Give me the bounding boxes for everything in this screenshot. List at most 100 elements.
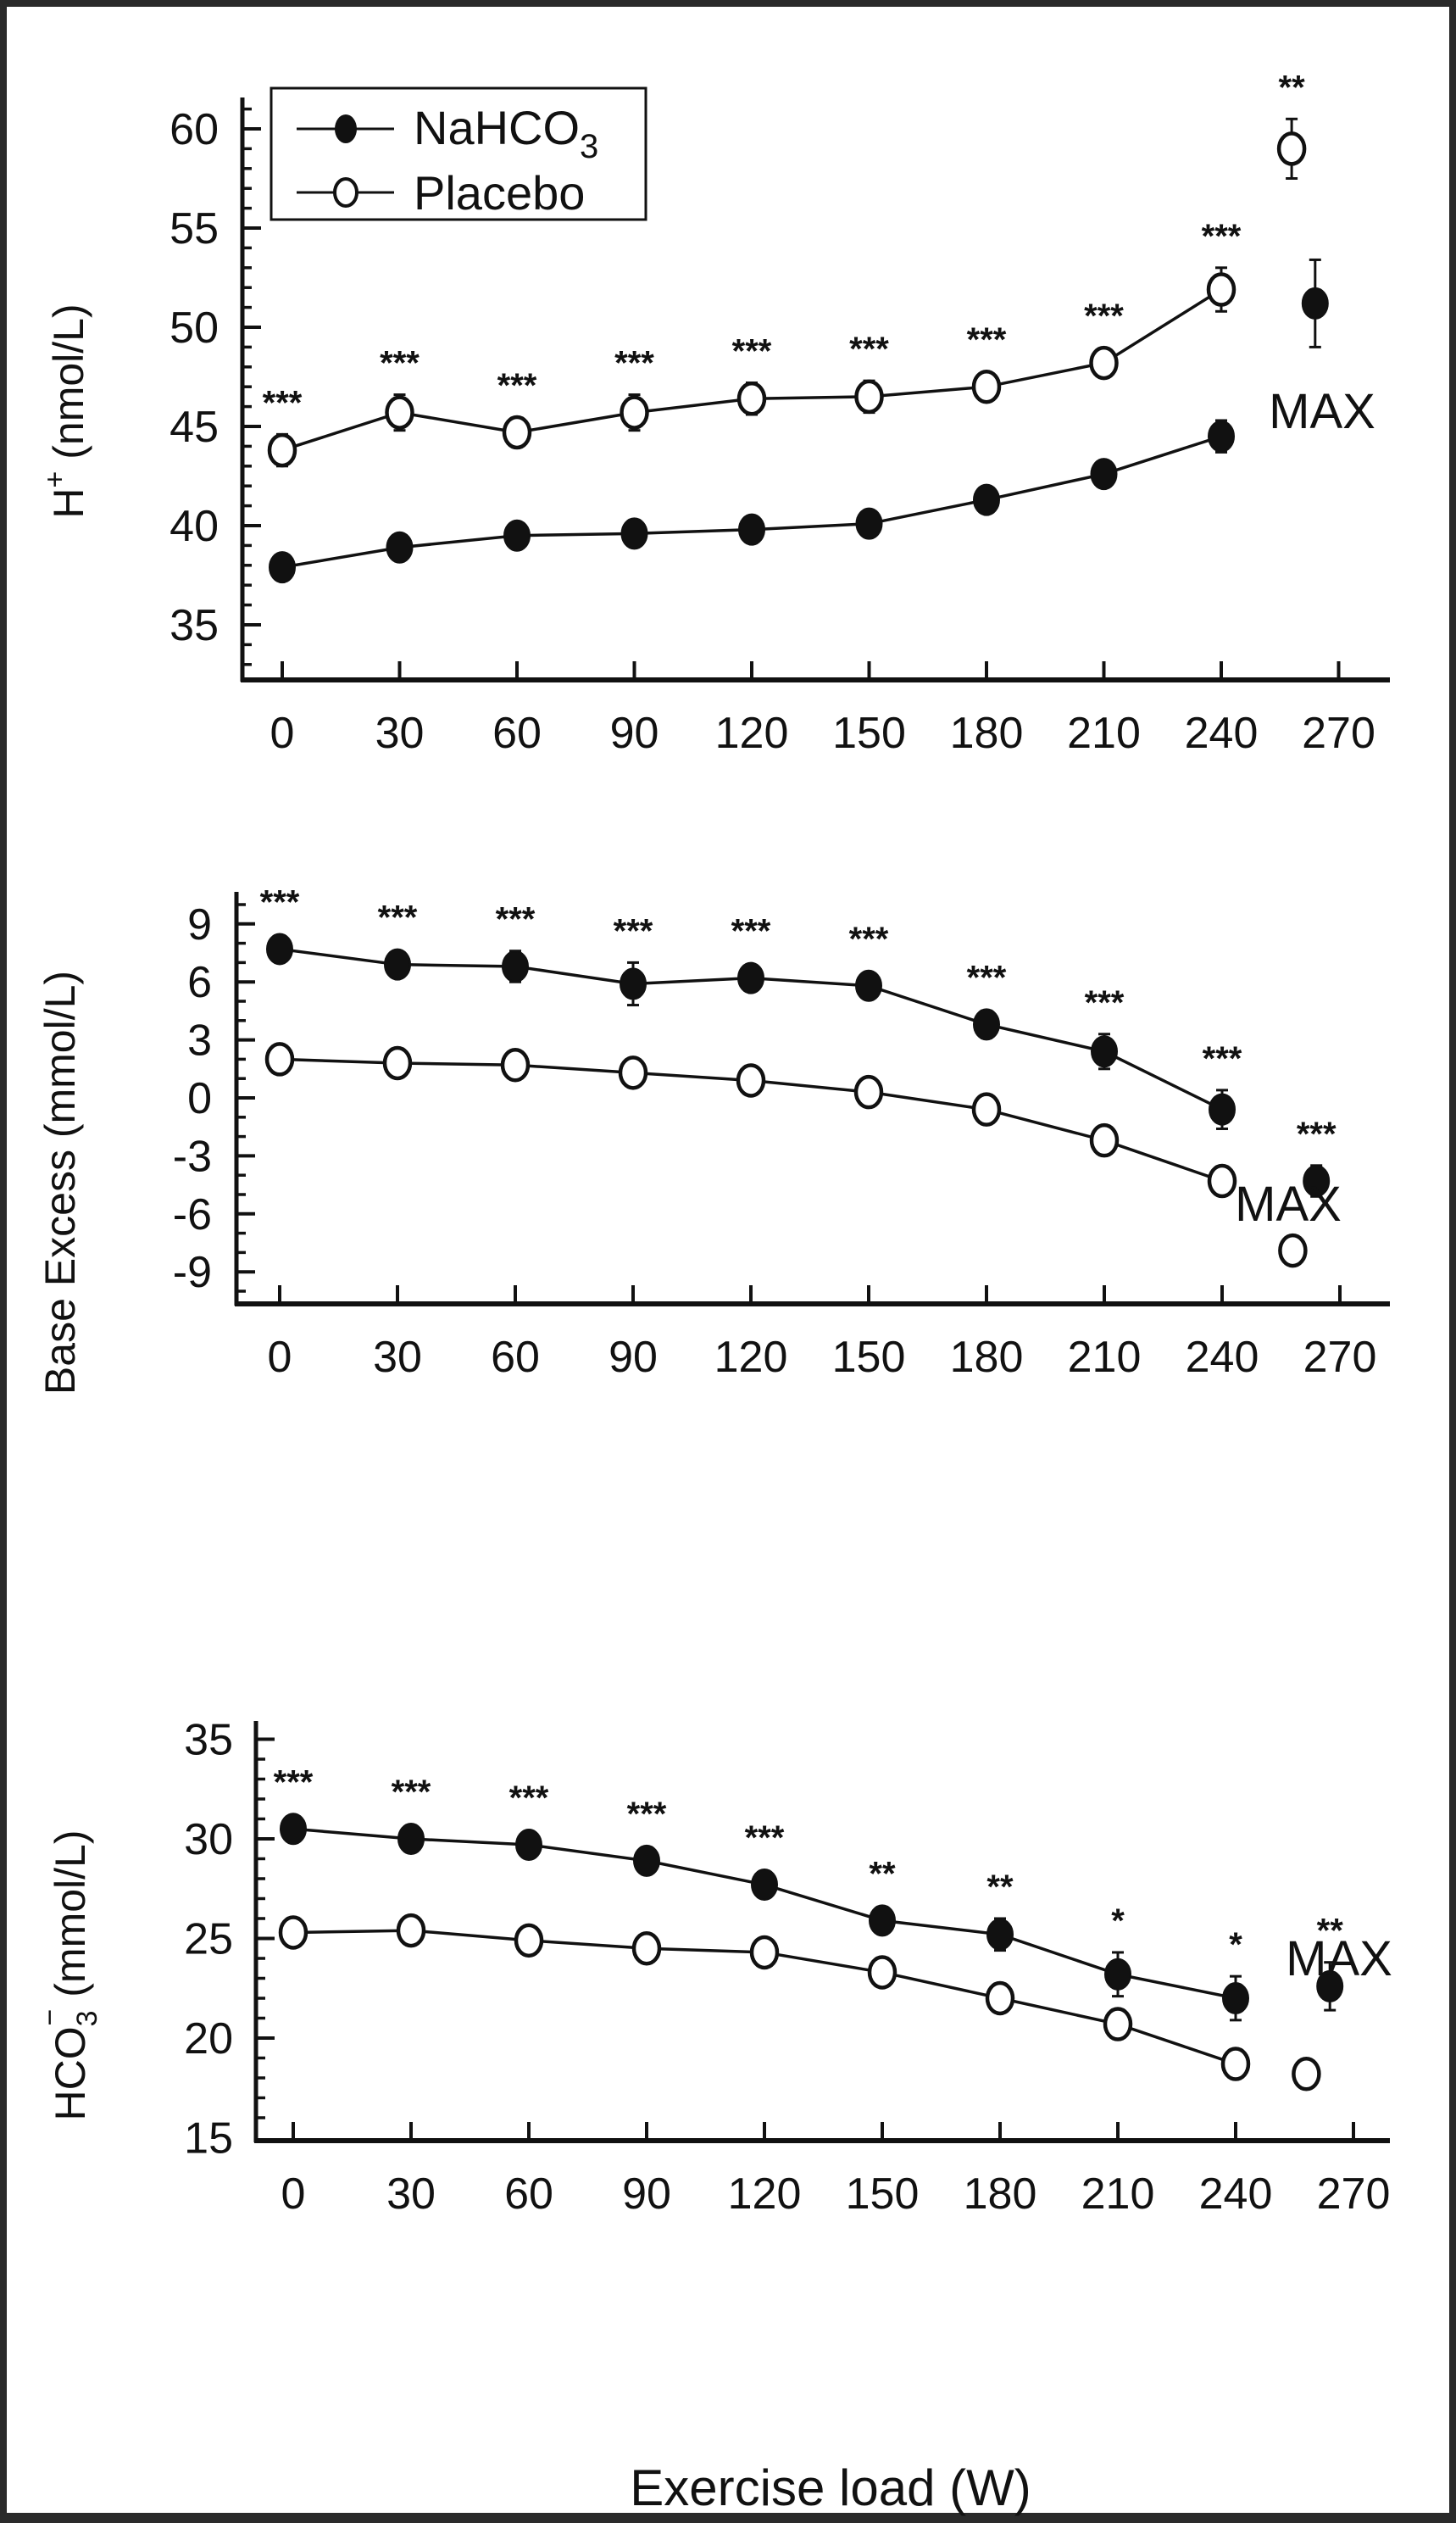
data-point-nahco3 <box>1222 1982 1249 2014</box>
data-point-placebo <box>749 1935 780 1970</box>
significance-label: *** <box>497 367 537 404</box>
significance-label: *** <box>496 901 536 938</box>
significance-label: *** <box>849 331 889 368</box>
x-tick-label: 90 <box>622 2169 671 2219</box>
legend-label-placebo: Placebo <box>414 166 585 220</box>
significance-label: *** <box>614 912 653 950</box>
data-point-placebo <box>500 1047 531 1083</box>
significance-label: ** <box>869 1855 896 1892</box>
data-point-placebo <box>1207 1163 1237 1199</box>
significance-label: *** <box>745 1819 785 1857</box>
significance-label: * <box>1229 1926 1242 1963</box>
x-tick-label: 270 <box>1303 1333 1377 1382</box>
max-annotation: MAX <box>1286 1931 1392 1986</box>
data-point-nahco3 <box>973 1008 1000 1041</box>
y-tick-label: 25 <box>184 1915 233 1964</box>
panel-h-plus: NaHCO3 Placebo H+ (nmol/L) 35 40 45 50 55 60 0… <box>39 69 1390 758</box>
max-annotation: MAX <box>1269 384 1375 439</box>
legend-marker-open-circle <box>333 177 358 208</box>
data-point-placebo <box>382 1045 413 1081</box>
x-tick-label: 90 <box>609 1333 658 1382</box>
y-tick-label: 45 <box>169 403 219 452</box>
data-point-nahco3 <box>266 933 293 966</box>
data-point-placebo <box>736 381 767 416</box>
significance-label: * <box>1111 1902 1125 1940</box>
significance-label: *** <box>274 1763 314 1801</box>
x-tick-label: 0 <box>281 2169 306 2219</box>
x-tick-label: 0 <box>268 1333 292 1382</box>
x-tick-label: 150 <box>832 1333 906 1382</box>
significance-label: *** <box>614 345 654 382</box>
y-tick-label: 20 <box>184 2014 233 2064</box>
x-tick-label: 120 <box>715 709 789 758</box>
max-point-placebo <box>1278 1233 1308 1268</box>
x-tick-label: 60 <box>504 2169 553 2219</box>
data-point-placebo <box>1089 1122 1120 1158</box>
data-point-nahco3 <box>855 507 883 540</box>
significance-label: ** <box>986 1869 1014 1906</box>
x-tick-label: 180 <box>964 2169 1037 2219</box>
data-point-nahco3 <box>855 969 882 1002</box>
x-tick-label: 240 <box>1199 2169 1273 2219</box>
data-point-placebo <box>385 395 414 430</box>
panel-bicarbonate: HCO3− (mmol/L) Exercise load (W) 15 20 25 3… <box>34 1716 1392 2517</box>
data-point-nahco3 <box>503 519 531 552</box>
data-point-placebo <box>736 1063 766 1098</box>
significance-label: *** <box>392 1774 431 1811</box>
max-point-nahco3 <box>1303 1165 1331 1198</box>
x-tick-label: 30 <box>375 709 425 758</box>
data-point-nahco3 <box>384 948 411 981</box>
y-tick-label: -3 <box>173 1132 212 1181</box>
x-tick-label: 60 <box>491 1333 540 1382</box>
significance-label: *** <box>263 384 303 421</box>
data-point-placebo <box>631 1931 662 1966</box>
x-tick-label: 180 <box>950 1333 1024 1382</box>
x-axis-title: Exercise load (W) <box>630 2459 1031 2516</box>
x-tick-label: 210 <box>1068 1333 1142 1382</box>
data-point-nahco3 <box>502 950 529 983</box>
x-tick-label: 30 <box>386 2169 436 2219</box>
x-tick-label: 120 <box>728 2169 802 2219</box>
data-point-placebo <box>618 1055 648 1090</box>
data-point-placebo <box>502 415 532 450</box>
data-point-placebo <box>1089 345 1119 381</box>
x-tick-label: 60 <box>492 709 542 758</box>
max-point-nahco3 <box>1301 287 1329 320</box>
data-point-nahco3 <box>737 961 764 994</box>
x-tick-label: 210 <box>1067 709 1141 758</box>
data-point-placebo <box>264 1042 295 1077</box>
significance-label: *** <box>260 883 300 921</box>
max-point-placebo <box>1292 2057 1321 2091</box>
y-axis-title: HCO3− (mmol/L) <box>34 1830 103 2121</box>
x-tick-label: 150 <box>846 2169 920 2219</box>
data-point-nahco3 <box>973 483 1000 516</box>
max-point-nahco3 <box>1316 1969 1344 2002</box>
y-axis-title: Base Excess (mmol/L) <box>36 971 84 1395</box>
y-tick-label: 50 <box>169 304 219 353</box>
data-point-nahco3 <box>751 1869 778 1902</box>
data-point-placebo <box>1220 2047 1251 2081</box>
y-tick-label: 9 <box>187 900 212 950</box>
x-tick-label: 120 <box>714 1333 788 1382</box>
data-point-nahco3 <box>269 551 296 584</box>
data-point-nahco3 <box>280 1813 307 1846</box>
data-point-placebo <box>1103 2007 1133 2041</box>
significance-label-max: ** <box>1279 69 1306 106</box>
significance-label: *** <box>378 899 418 937</box>
data-point-placebo <box>278 1915 308 1950</box>
data-point-placebo <box>867 1955 897 1990</box>
data-point-nahco3 <box>633 1844 660 1877</box>
max-annotation: MAX <box>1235 1177 1342 1232</box>
data-point-nahco3 <box>1091 1035 1118 1068</box>
data-point-nahco3 <box>1209 1093 1236 1126</box>
data-point-placebo <box>985 1980 1015 2016</box>
x-tick-label: 90 <box>610 709 659 758</box>
x-tick-label: 270 <box>1302 709 1375 758</box>
legend-marker-filled-circle <box>335 114 357 143</box>
significance-label-max: *** <box>1297 1116 1337 1153</box>
y-tick-label: 60 <box>169 105 219 154</box>
legend: NaHCO3 Placebo <box>270 86 647 221</box>
data-point-placebo <box>396 1913 426 1948</box>
